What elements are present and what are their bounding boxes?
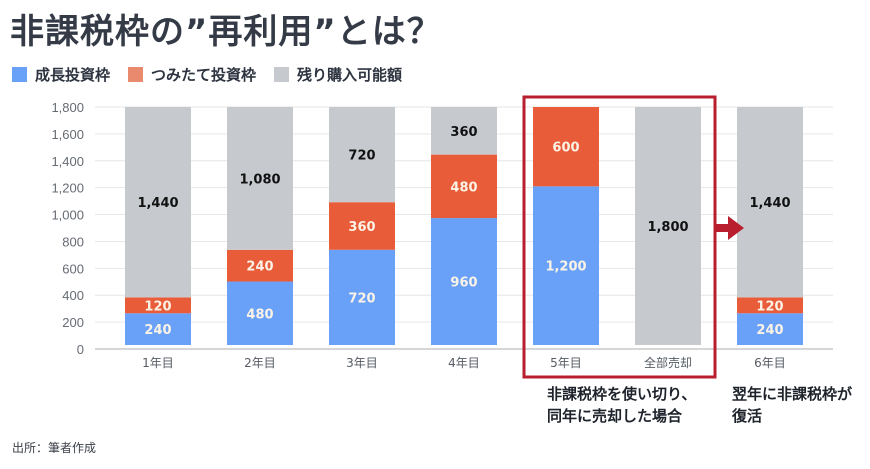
- bar-segment-remaining: [431, 107, 497, 155]
- bar-segment-growth: [125, 313, 191, 345]
- bar-segment-remaining: [737, 107, 803, 298]
- bar-segment-remaining: [125, 107, 191, 298]
- source-note: 出所：筆者作成: [12, 441, 97, 455]
- bar-6: 1,800: [635, 107, 701, 345]
- bar-segment-growth: [737, 313, 803, 345]
- bar-value-label: 1,080: [239, 172, 280, 187]
- y-axis: 0 200 400 600 800 1,000 1,200 1,400 1,600 1,800: [51, 100, 84, 357]
- legend-swatch-tsumitate: [128, 66, 144, 82]
- bars: 240 120 1,440 480 240 1,080 720 360 720 960 480 360…: [125, 107, 803, 345]
- bar-1: 240 120 1,440: [125, 107, 191, 345]
- box-annotation-line2: 同年に売却した場合: [547, 407, 683, 425]
- bar-segment-tsumitate: [533, 107, 599, 187]
- bar-segment-growth: [431, 218, 497, 345]
- bar-value-label: 240: [246, 260, 273, 275]
- bar-5: 1,200 600: [533, 107, 599, 345]
- bar-segment-growth: [533, 186, 599, 345]
- x-axis: 1年目 2年目 3年目 4年目 5年目 全部売却 6年目: [95, 348, 833, 370]
- legend-item-remaining: 残り購入可能額: [274, 64, 402, 85]
- bar-segment-remaining: [227, 107, 293, 250]
- y-tick-label: 1,800: [51, 100, 84, 115]
- bar-value-label: 720: [348, 149, 375, 164]
- bar-2: 480 240 1,080: [227, 107, 293, 345]
- x-tick-label: 5年目: [550, 356, 582, 370]
- y-tick-label: 400: [62, 288, 84, 303]
- highlight-box: [522, 95, 717, 379]
- y-tick-label: 1,600: [51, 127, 84, 142]
- bar-segment-tsumitate: [737, 297, 803, 314]
- bar-value-label: 240: [756, 323, 783, 338]
- y-tick-label: 0: [77, 342, 84, 357]
- legend-swatch-remaining: [274, 66, 290, 82]
- bar-value-label: 120: [144, 299, 171, 314]
- box-annotation-line1: 非課税枠を使い切り、: [547, 385, 697, 403]
- bar-value-label: 1,440: [137, 196, 178, 211]
- chart-legend: 成長投資枠 つみたて投資枠 残り購入可能額: [12, 64, 420, 84]
- y-tick-label: 200: [62, 315, 84, 330]
- bar-7: 240 120 1,440: [737, 107, 803, 345]
- bar-segment-remaining: [635, 107, 701, 345]
- x-tick-label: 3年目: [346, 356, 378, 370]
- bar-value-label: 480: [246, 307, 273, 322]
- y-tick-label: 1,200: [51, 181, 84, 196]
- bar-value-label: 120: [756, 299, 783, 314]
- bar-value-label: 360: [450, 125, 477, 140]
- bar-value-label: 1,200: [545, 260, 586, 275]
- bar-segment-remaining: [329, 107, 395, 203]
- x-tick-label: 全部売却: [644, 355, 692, 370]
- bar-value-label: 720: [348, 291, 375, 306]
- bar-value-label: 1,440: [749, 196, 790, 211]
- box-annotation: 非課税枠を使い切り、 同年に売却した場合: [547, 383, 696, 427]
- y-tick-label: 600: [62, 261, 84, 276]
- bar-value-label: 480: [450, 180, 477, 195]
- legend-label-growth: 成長投資枠: [35, 65, 111, 84]
- y-tick-label: 1,000: [51, 208, 84, 223]
- bar-segment-tsumitate: [227, 249, 293, 282]
- bar-value-label: 360: [348, 220, 375, 235]
- bar-segment-growth: [227, 281, 293, 345]
- bar-segment-tsumitate: [431, 154, 497, 219]
- bar-segment-growth: [329, 249, 395, 345]
- bar-segment-tsumitate: [329, 202, 395, 250]
- bar-value-label: 1,800: [647, 220, 688, 235]
- bar-segment-tsumitate: [125, 297, 191, 314]
- legend-item-growth: 成長投資枠: [12, 64, 110, 85]
- bar-value-label: 240: [144, 323, 171, 338]
- bar-value-label: 960: [450, 276, 477, 291]
- x-tick-label: 2年目: [244, 356, 276, 370]
- arrow-annotation-line2: 復活: [732, 407, 763, 425]
- arrow-icon: [715, 216, 744, 240]
- bar-4: 960 480 360: [431, 107, 497, 345]
- arrow-annotation: 翌年に非課税枠が 復活: [732, 383, 852, 427]
- bar-3: 720 360 720: [329, 107, 395, 345]
- page-title: 非課税枠の”再利用”とは？: [10, 12, 442, 52]
- y-tick-label: 800: [62, 234, 84, 249]
- x-tick-label: 1年目: [142, 356, 174, 370]
- x-tick-label: 4年目: [448, 356, 480, 370]
- y-tick-label: 1,400: [51, 154, 84, 169]
- x-tick-label: 6年目: [754, 356, 786, 370]
- legend-label-remaining: 残り購入可能額: [297, 65, 403, 84]
- bar-value-label: 600: [552, 141, 579, 156]
- legend-item-tsumitate: つみたて投資枠: [128, 64, 256, 85]
- legend-label-tsumitate: つみたて投資枠: [151, 65, 257, 84]
- legend-swatch-growth: [12, 66, 27, 82]
- arrow-annotation-line1: 翌年に非課税枠が: [732, 385, 853, 403]
